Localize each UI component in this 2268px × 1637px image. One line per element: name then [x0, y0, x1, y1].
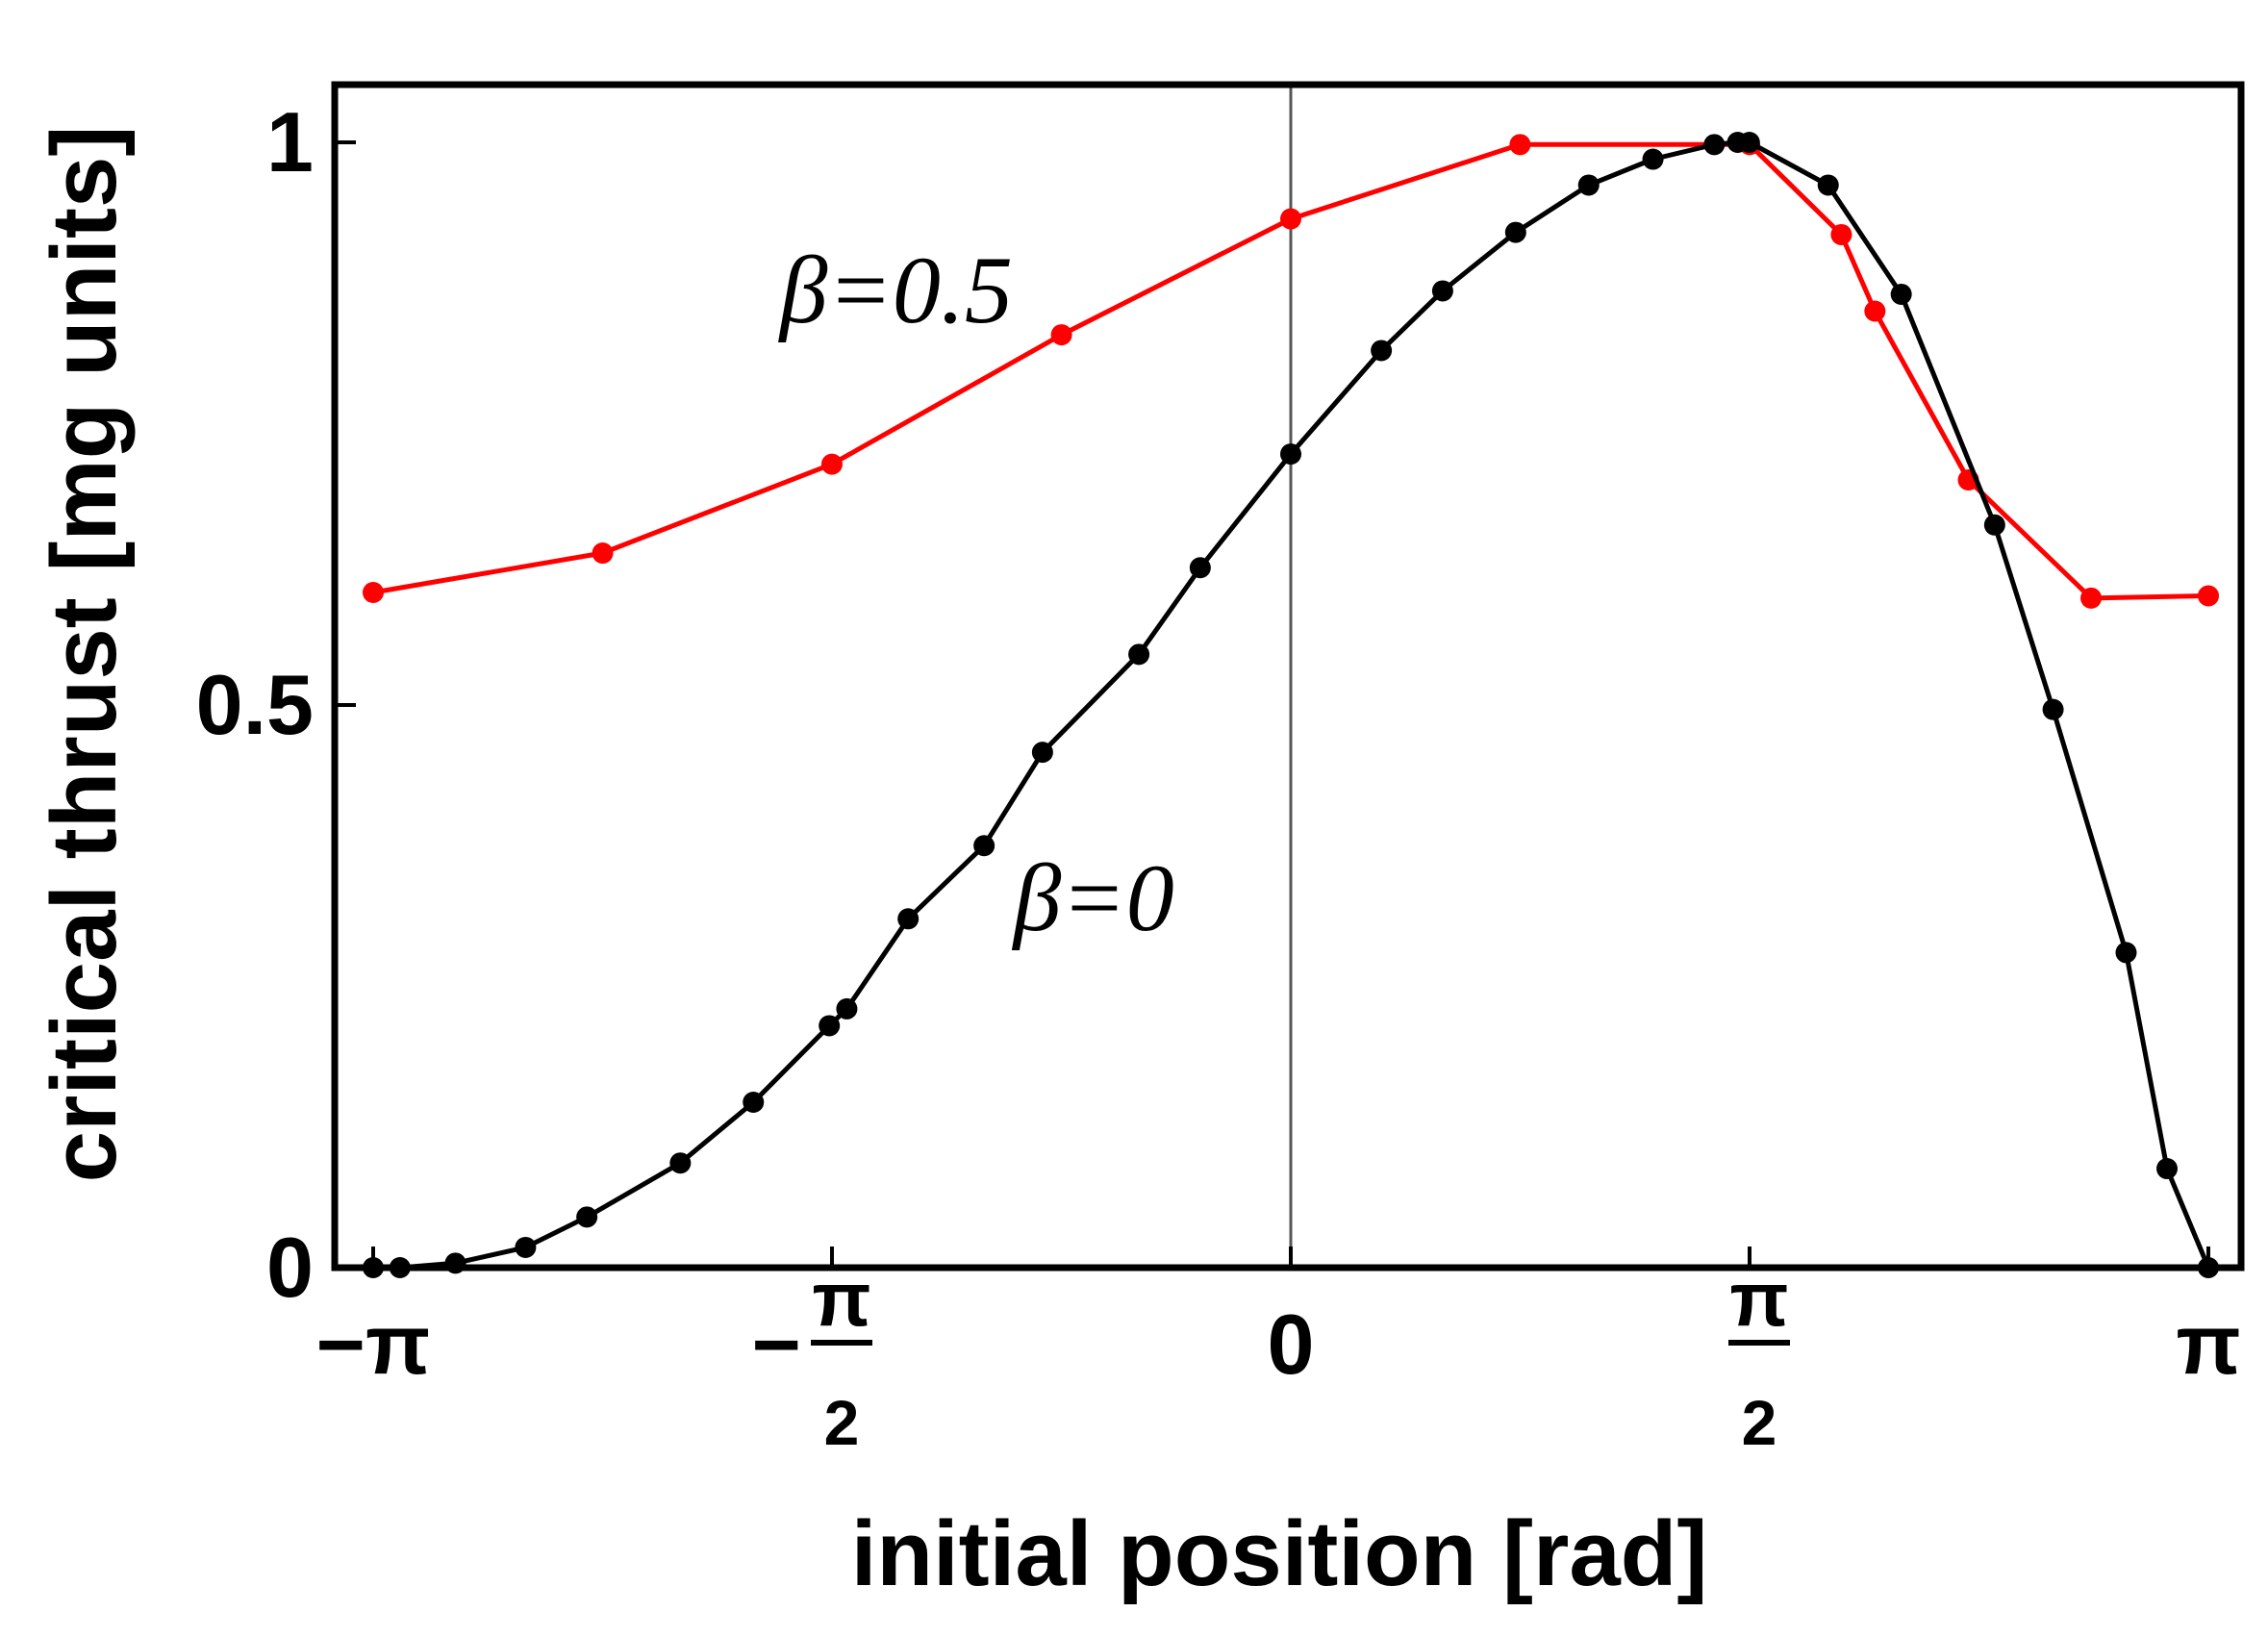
data-point-1-11	[1031, 742, 1053, 764]
x-tick-numerator-1: π	[812, 1256, 870, 1342]
y-tick-label-0: 0	[266, 1220, 314, 1315]
data-point-1-5	[669, 1152, 692, 1174]
annotation-layer: β=0.5 β=0	[778, 237, 1174, 951]
data-point-0-2	[820, 453, 843, 475]
data-point-1-17	[1504, 221, 1526, 243]
data-point-1-16	[1431, 280, 1453, 302]
series-line-0	[372, 141, 2209, 601]
data-point-0-1	[592, 542, 614, 565]
data-point-1-10	[973, 835, 995, 857]
data-point-1-3	[515, 1236, 537, 1258]
x-tick-numerator-3: π	[1729, 1256, 1788, 1342]
data-point-1-12	[1128, 643, 1150, 666]
y-tick-label-2: 1	[266, 94, 314, 189]
tick-layer: 00.51−π − π20 π2π	[196, 94, 2241, 1458]
x-axis-title: initial position [rad]	[851, 1502, 1708, 1605]
data-point-1-23	[1817, 174, 1839, 196]
data-point-1-4	[576, 1206, 598, 1228]
data-point-0-10	[2080, 587, 2103, 609]
data-point-1-9	[897, 908, 920, 930]
x-tick-label-0: −π	[316, 1297, 431, 1392]
data-point-0-11	[2198, 585, 2220, 607]
series-layer	[362, 132, 2220, 1278]
x-tick-label-2: 0	[1268, 1297, 1315, 1392]
data-point-1-22	[1738, 132, 1760, 153]
x-tick-denominator-1: 2	[824, 1387, 860, 1458]
data-point-1-7	[819, 1015, 841, 1037]
x-tick-denominator-3: 2	[1742, 1387, 1777, 1458]
y-tick-label-1: 0.5	[196, 657, 314, 752]
series-line-1	[373, 139, 2211, 1271]
data-point-1-14	[1280, 443, 1301, 466]
data-point-1-15	[1371, 340, 1393, 362]
annotation-0: β=0.5	[778, 237, 1013, 343]
data-point-1-18	[1577, 174, 1600, 196]
y-axis-title: critical thrust [mg units]	[33, 126, 136, 1183]
annotation-1: β=0	[1012, 844, 1174, 951]
data-point-1-25	[1983, 514, 2005, 536]
data-point-0-5	[1509, 134, 1531, 156]
x-tick-label-4: π	[2176, 1297, 2240, 1392]
data-point-0-0	[362, 582, 384, 603]
data-point-0-7	[1830, 223, 1852, 245]
data-point-1-19	[1642, 148, 1664, 170]
data-point-1-13	[1189, 557, 1211, 579]
data-point-1-26	[2042, 698, 2064, 720]
data-point-0-3	[1050, 324, 1072, 346]
data-point-0-8	[1864, 300, 1886, 322]
data-point-0-4	[1280, 208, 1301, 230]
x-tick-sign-1: −	[752, 1297, 801, 1392]
data-point-1-28	[2156, 1158, 2179, 1180]
data-point-1-8	[836, 997, 858, 1020]
data-point-1-20	[1703, 134, 1726, 156]
data-point-1-24	[1890, 283, 1912, 305]
data-point-1-6	[743, 1092, 765, 1114]
plot-frame	[331, 81, 2245, 1272]
data-point-1-27	[2115, 942, 2137, 964]
